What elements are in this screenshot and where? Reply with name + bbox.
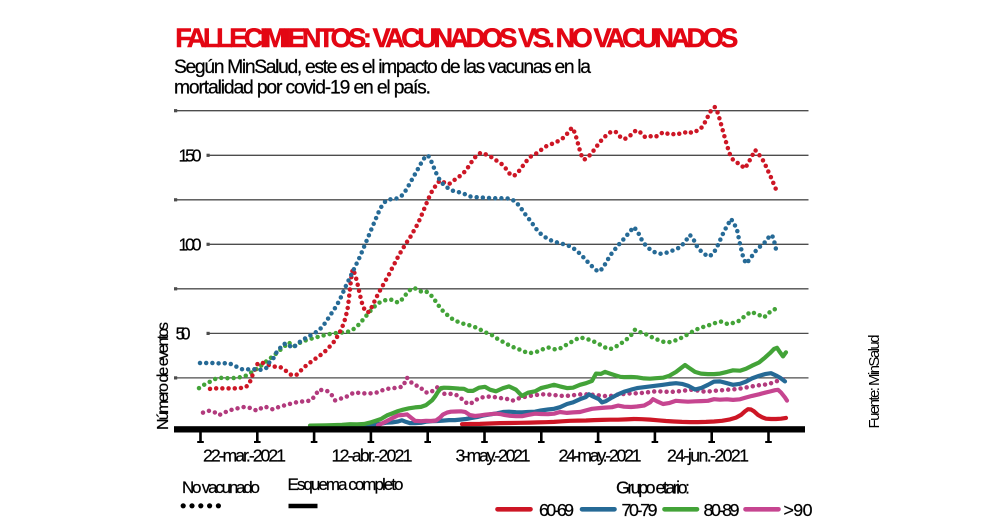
svg-text:50: 50: [176, 324, 191, 344]
svg-text:FALLECIMIENTOS: VACUNADOS VS.: FALLECIMIENTOS: VACUNADOS VS. NO VACUNAD…: [175, 23, 738, 53]
svg-text:22-mar.-2021: 22-mar.-2021: [203, 446, 286, 466]
svg-text:24-may.-2021: 24-may.-2021: [559, 446, 642, 466]
svg-text:12-abr.-2021: 12-abr.-2021: [332, 446, 413, 466]
svg-text:Fuente: MinSalud: Fuente: MinSalud: [866, 335, 883, 429]
svg-text:Según MinSalud, este es el imp: Según MinSalud, este es el impacto de la…: [174, 57, 591, 78]
svg-text:60-69: 60-69: [539, 500, 574, 520]
svg-text:No vacunado: No vacunado: [182, 478, 260, 497]
svg-text:Grupo etario:: Grupo etario:: [616, 478, 690, 498]
svg-text:Número de eventos: Número de eventos: [155, 322, 172, 430]
svg-text:80-89: 80-89: [704, 500, 740, 520]
svg-text:3-may.-2021: 3-may.-2021: [456, 446, 531, 466]
svg-text:70-79: 70-79: [622, 500, 658, 520]
svg-text:24-jun.-2021: 24-jun.-2021: [667, 446, 749, 466]
svg-text:150: 150: [179, 146, 202, 166]
svg-text:mortalidad por covid-19 en el: mortalidad por covid-19 en el país.: [174, 78, 431, 99]
svg-text:>90: >90: [784, 500, 813, 520]
svg-text:100: 100: [179, 235, 202, 255]
svg-text:Esquema completo: Esquema completo: [288, 475, 404, 494]
